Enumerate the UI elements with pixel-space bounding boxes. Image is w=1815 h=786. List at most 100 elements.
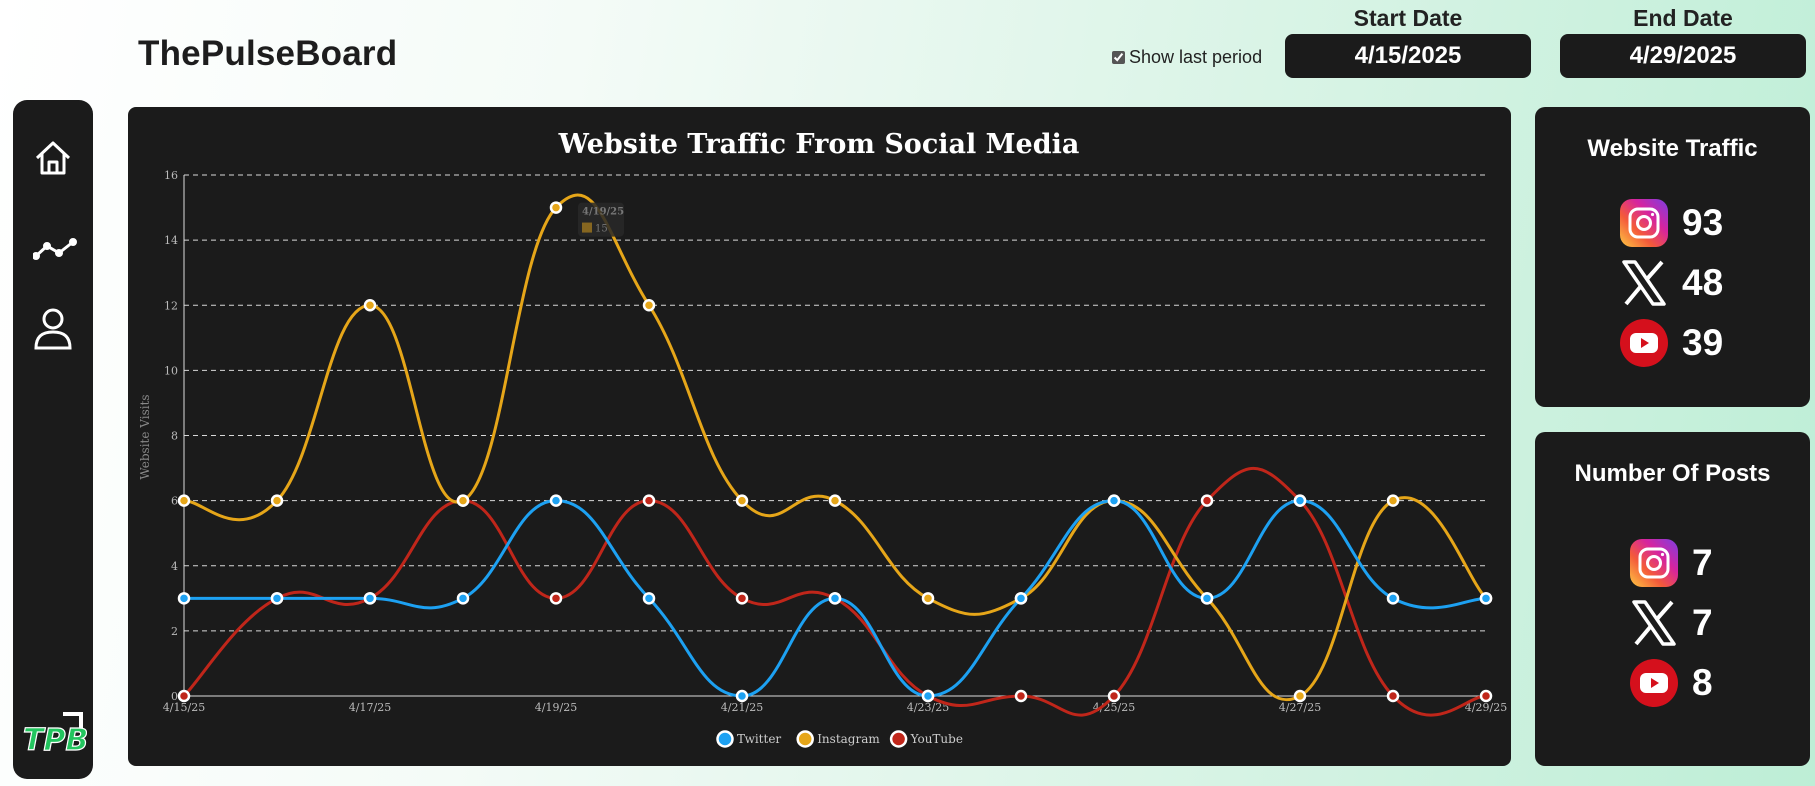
data-point-twitter[interactable] [735, 689, 749, 703]
chart-tooltip: 4/19/25 15 [578, 202, 624, 237]
website-traffic-title: Website Traffic [1587, 135, 1758, 162]
data-point-instagram[interactable] [735, 494, 749, 507]
user-icon[interactable] [33, 306, 73, 350]
data-point-instagram[interactable] [1386, 494, 1400, 507]
data-point-instagram[interactable] [921, 592, 935, 605]
y-axis-label: Website Visits [138, 394, 152, 479]
data-point-youtube[interactable] [735, 592, 749, 605]
data-point-youtube[interactable] [1200, 494, 1214, 507]
data-point-twitter[interactable] [363, 592, 377, 605]
traffic-instagram-row: 93 [1620, 197, 1723, 249]
data-point-twitter[interactable] [1479, 592, 1493, 605]
instagram-icon [1630, 539, 1678, 587]
legend-marker-twitter[interactable] [716, 730, 734, 748]
legend-label-twitter[interactable]: Twitter [737, 732, 781, 746]
end-date-group: End Date 4/29/2025 [1560, 0, 1806, 78]
data-point-twitter[interactable] [456, 592, 470, 605]
data-points[interactable] [177, 201, 1493, 703]
posts-x-row: 7 [1630, 597, 1713, 649]
traffic-x-value: 48 [1682, 262, 1724, 303]
home-icon[interactable] [33, 138, 73, 178]
posts-youtube-row: 8 [1630, 657, 1713, 709]
x-tick-label: 4/23/25 [907, 701, 949, 714]
legend-marker-youtube[interactable] [889, 730, 908, 748]
y-tick-label: 2 [171, 625, 178, 638]
chart-legend[interactable]: Twitter Instagram YouTube [716, 730, 963, 748]
y-tick-label: 12 [164, 299, 178, 312]
show-last-period-toggle[interactable]: Show last period [1112, 47, 1262, 68]
data-point-instagram[interactable] [456, 494, 470, 507]
data-point-twitter[interactable] [270, 592, 284, 605]
data-point-instagram[interactable] [363, 299, 377, 312]
traffic-instagram-value: 93 [1682, 202, 1724, 243]
data-point-twitter[interactable] [1293, 494, 1307, 507]
end-date-input[interactable]: 4/29/2025 [1560, 34, 1806, 78]
data-point-twitter[interactable] [642, 592, 656, 605]
traffic-chart-panel: Website Traffic From Social Media Websit… [128, 107, 1511, 766]
y-tick-label: 6 [171, 495, 178, 508]
y-tick-label: 14 [164, 234, 178, 247]
legend-label-youtube[interactable]: YouTube [910, 732, 963, 746]
legend-marker-instagram[interactable] [796, 730, 814, 748]
series-line-twitter [184, 499, 1487, 698]
data-point-twitter[interactable] [549, 494, 563, 507]
data-point-twitter[interactable] [921, 689, 935, 703]
data-point-youtube[interactable] [1107, 689, 1121, 703]
tooltip-swatch [582, 222, 592, 233]
number-of-posts-card: Number Of Posts 7 7 8 [1535, 432, 1810, 766]
data-point-twitter[interactable] [177, 592, 191, 605]
series-lines [182, 193, 1488, 717]
tooltip-value: 15 [595, 224, 608, 235]
data-point-youtube[interactable] [642, 494, 656, 507]
end-date-label: End Date [1633, 5, 1733, 31]
data-point-instagram[interactable] [828, 494, 842, 507]
y-tick-label: 16 [164, 169, 178, 182]
data-point-twitter[interactable] [1386, 592, 1400, 605]
data-point-instagram[interactable] [1293, 689, 1307, 703]
data-point-instagram[interactable] [549, 201, 563, 214]
x-tick-label: 4/19/25 [535, 701, 577, 714]
data-point-youtube[interactable] [549, 592, 563, 605]
data-point-instagram[interactable] [642, 299, 656, 312]
instagram-icon [1620, 199, 1668, 247]
start-date-input[interactable]: 4/15/2025 [1285, 34, 1531, 78]
start-date-group: Start Date 4/15/2025 [1285, 0, 1531, 78]
data-point-youtube[interactable] [1479, 689, 1493, 703]
tooltip-date: 4/19/25 [582, 207, 624, 218]
x-tick-label: 4/29/25 [1465, 701, 1507, 714]
y-tick-label: 0 [171, 690, 178, 703]
data-point-youtube[interactable] [177, 689, 191, 703]
posts-instagram-value: 7 [1692, 542, 1713, 583]
youtube-icon [1630, 659, 1678, 707]
x-twitter-icon [1620, 259, 1668, 307]
data-point-youtube[interactable] [1386, 689, 1400, 703]
data-point-twitter[interactable] [828, 592, 842, 605]
show-last-period-label: Show last period [1129, 47, 1263, 67]
y-tick-label: 4 [171, 560, 178, 573]
data-point-twitter[interactable] [1200, 592, 1214, 605]
show-last-period-checkbox[interactable] [1112, 51, 1125, 64]
data-point-youtube[interactable] [1014, 689, 1028, 703]
data-point-twitter[interactable] [1107, 494, 1121, 507]
start-date-label: Start Date [1353, 5, 1463, 31]
data-point-instagram[interactable] [177, 494, 191, 507]
legend-label-instagram[interactable]: Instagram [817, 732, 880, 746]
trend-line-icon[interactable] [32, 224, 77, 264]
youtube-icon [1620, 319, 1668, 367]
x-tick-label: 4/27/25 [1279, 701, 1321, 714]
data-point-instagram[interactable] [270, 494, 284, 507]
x-tick-label: 4/17/25 [349, 701, 391, 714]
x-tick-label: 4/15/25 [163, 701, 205, 714]
chart-title: Website Traffic From Social Media [558, 129, 1080, 160]
traffic-x-row: 48 [1620, 257, 1723, 309]
sidebar: TPB [13, 100, 93, 779]
grid-lines [184, 174, 1486, 632]
x-tick-label: 4/21/25 [721, 701, 763, 714]
tpb-logo[interactable]: TPB [19, 710, 89, 760]
posts-x-value: 7 [1692, 602, 1713, 643]
app-title: ThePulseBoard [138, 34, 398, 73]
posts-instagram-row: 7 [1630, 537, 1713, 589]
data-point-twitter[interactable] [1014, 592, 1028, 605]
traffic-line-chart[interactable]: Website Traffic From Social Media Websit… [128, 107, 1511, 766]
series-line-instagram [183, 193, 1488, 702]
